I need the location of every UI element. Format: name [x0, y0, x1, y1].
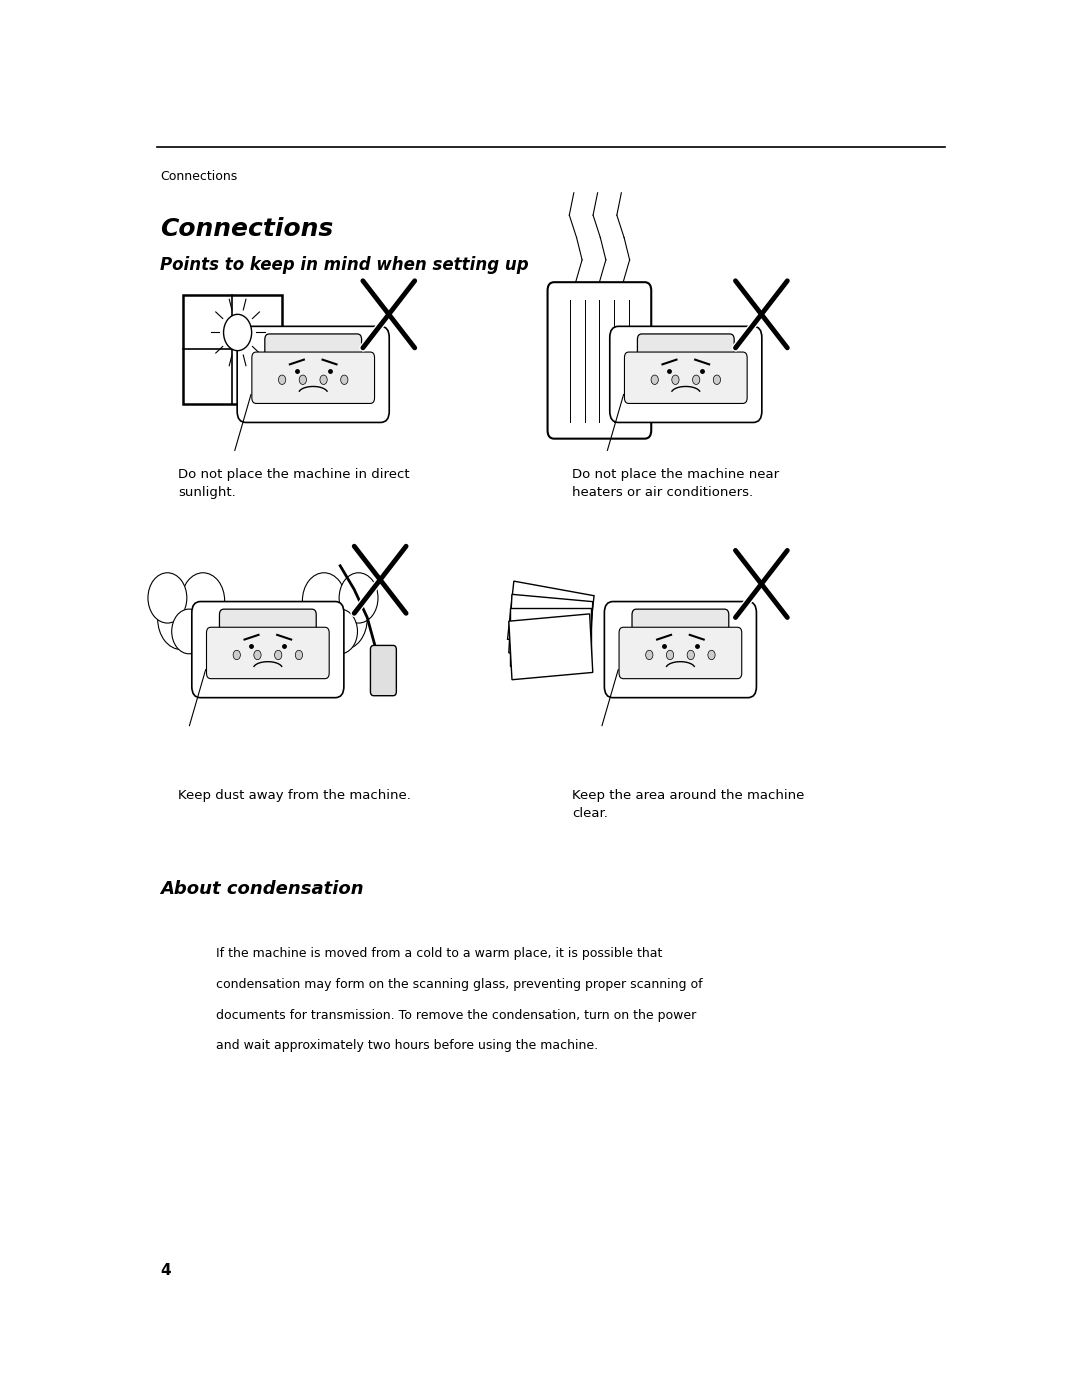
Text: Do not place the machine in direct
sunlight.: Do not place the machine in direct sunli…: [178, 468, 409, 499]
Circle shape: [320, 588, 367, 650]
Text: Connections: Connections: [160, 170, 238, 183]
Text: Points to keep in mind when setting up: Points to keep in mind when setting up: [160, 256, 528, 274]
Circle shape: [302, 573, 346, 629]
Polygon shape: [511, 608, 592, 666]
FancyBboxPatch shape: [548, 282, 651, 439]
Circle shape: [274, 650, 282, 659]
FancyBboxPatch shape: [624, 352, 747, 404]
Circle shape: [340, 374, 348, 384]
Circle shape: [339, 573, 378, 623]
Polygon shape: [508, 581, 594, 654]
Circle shape: [224, 314, 252, 351]
Text: About condensation: About condensation: [160, 880, 364, 898]
Polygon shape: [509, 594, 593, 661]
Text: Do not place the machine near
heaters or air conditioners.: Do not place the machine near heaters or…: [572, 468, 780, 499]
Circle shape: [672, 374, 679, 384]
FancyBboxPatch shape: [265, 334, 362, 360]
Bar: [183, 295, 282, 404]
FancyBboxPatch shape: [206, 627, 329, 679]
FancyBboxPatch shape: [238, 327, 389, 422]
FancyBboxPatch shape: [219, 609, 316, 636]
Circle shape: [233, 650, 241, 659]
Text: Connections: Connections: [160, 217, 333, 240]
Circle shape: [687, 650, 694, 659]
Circle shape: [158, 588, 205, 650]
Circle shape: [320, 374, 327, 384]
FancyBboxPatch shape: [370, 645, 396, 696]
Circle shape: [279, 374, 286, 384]
Circle shape: [295, 650, 302, 659]
Circle shape: [172, 609, 206, 654]
FancyBboxPatch shape: [610, 327, 761, 422]
Circle shape: [651, 374, 659, 384]
FancyBboxPatch shape: [637, 334, 734, 360]
Circle shape: [323, 609, 357, 654]
Text: and wait approximately two hours before using the machine.: and wait approximately two hours before …: [216, 1039, 598, 1052]
Circle shape: [666, 650, 674, 659]
Circle shape: [181, 573, 225, 629]
Text: If the machine is moved from a cold to a warm place, it is possible that: If the machine is moved from a cold to a…: [216, 947, 662, 960]
Circle shape: [299, 374, 307, 384]
FancyBboxPatch shape: [192, 602, 343, 697]
Circle shape: [646, 650, 653, 659]
Text: Keep the area around the machine
clear.: Keep the area around the machine clear.: [572, 789, 805, 820]
Polygon shape: [509, 613, 593, 680]
FancyBboxPatch shape: [632, 609, 729, 636]
FancyBboxPatch shape: [619, 627, 742, 679]
Text: Keep dust away from the machine.: Keep dust away from the machine.: [178, 789, 411, 802]
FancyBboxPatch shape: [252, 352, 375, 404]
Circle shape: [707, 650, 715, 659]
FancyBboxPatch shape: [605, 602, 756, 697]
Circle shape: [713, 374, 720, 384]
Text: documents for transmission. To remove the condensation, turn on the power: documents for transmission. To remove th…: [216, 1009, 697, 1021]
Circle shape: [148, 573, 187, 623]
Circle shape: [692, 374, 700, 384]
Text: condensation may form on the scanning glass, preventing proper scanning of: condensation may form on the scanning gl…: [216, 978, 703, 990]
Text: 4: 4: [160, 1263, 171, 1278]
Circle shape: [254, 650, 261, 659]
